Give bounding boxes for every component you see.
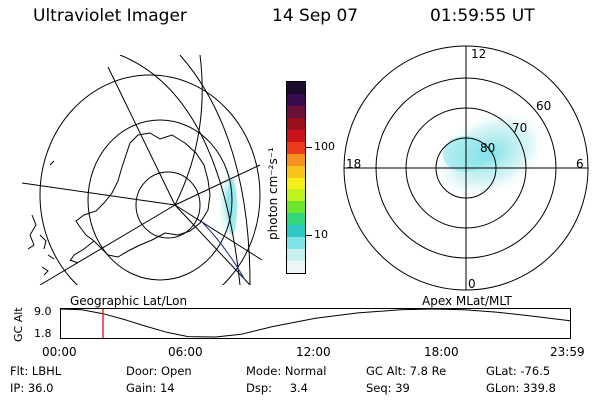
mlt-label-6: 6 [576, 157, 584, 171]
colorbar-band [287, 141, 305, 154]
island-coast [69, 259, 79, 264]
magnetic-map: 12 6 0 18 60 70 80 [343, 45, 589, 291]
colorbar-tick-label: 10 [314, 228, 328, 241]
time-tick: 18:00 [424, 345, 459, 359]
image-time: 01:59:55 UT [430, 6, 535, 26]
latitude-circle [87, 119, 233, 281]
blue-meridian [199, 219, 246, 281]
colorbar-band [287, 201, 305, 214]
mode-value: Normal [284, 364, 327, 378]
colorbar-band [287, 105, 305, 118]
colorbar-band [287, 189, 305, 202]
geographic-map [22, 55, 263, 285]
glon-value: 339.8 [522, 381, 556, 395]
mlt-label-18: 18 [346, 157, 361, 171]
longitude-line [119, 55, 241, 285]
mlat-label-70: 70 [512, 121, 527, 135]
seq-label: Seq: [366, 381, 392, 395]
colorbar-band [287, 153, 305, 166]
longitude-line [179, 55, 251, 285]
colorbar-band [287, 129, 305, 142]
colorbar-band [287, 225, 305, 238]
glon-label: GLon: [486, 381, 520, 395]
instrument-title: Ultraviolet Imager [33, 6, 187, 26]
south-america-coast [27, 214, 37, 250]
colorbar [286, 81, 306, 274]
dsp-label: Dsp: [246, 381, 273, 395]
colorbar-tick [306, 235, 312, 236]
longitude-line [22, 182, 176, 206]
mlat-label-60: 60 [536, 99, 551, 113]
seq-value: 39 [395, 381, 410, 395]
altitude-curve [60, 308, 571, 338]
time-tick: 23:59 [550, 345, 585, 359]
colorbar-band [287, 165, 305, 178]
island-coast [47, 254, 55, 260]
colorbar-band [287, 117, 305, 130]
gain-value: 14 [159, 381, 175, 395]
mlat-label-80: 80 [480, 141, 495, 155]
colorbar-band [287, 93, 305, 106]
colorbar-band [287, 237, 305, 250]
antarctica-coastline [75, 132, 211, 258]
island-coast [49, 160, 55, 166]
colorbar-tick [306, 147, 312, 148]
gcalt-value: 7.8 Re [409, 364, 447, 378]
colorbar-title: photon cm⁻²s⁻¹ [266, 147, 280, 240]
altitude-plot [60, 308, 571, 339]
altitude-ytick: 1.8 [34, 327, 52, 340]
magnetic-map-label: Apex MLat/MLT [422, 294, 512, 308]
aurora-oval [435, 111, 545, 197]
colorbar-band [287, 213, 305, 226]
island-coast [41, 266, 49, 276]
latitude-circle [135, 171, 201, 239]
altitude-axis-label: GC Alt [12, 307, 25, 342]
image-date: 14 Sep 07 [272, 6, 359, 26]
mlt-label-0: 0 [468, 277, 476, 291]
longitude-line [174, 204, 263, 261]
door-value: Open [160, 364, 192, 378]
longitude-line [39, 204, 176, 285]
time-tick: 06:00 [168, 345, 203, 359]
dsp-value: 3.4 [289, 381, 308, 395]
colorbar-tick-label: 100 [314, 140, 335, 153]
longitude-line [174, 55, 203, 206]
colorbar-band [287, 177, 305, 190]
ip-value: 36.0 [27, 381, 54, 395]
filter-label: Flt: [10, 364, 29, 378]
door-label: Door: [126, 364, 158, 378]
gain-label: Gain: [126, 381, 157, 395]
filter-value: LBHL [31, 364, 62, 378]
peninsula-coast [69, 240, 95, 262]
time-tick: 12:00 [296, 345, 331, 359]
altitude-ytick: 9.0 [34, 305, 52, 318]
glat-value: -76.5 [520, 364, 551, 378]
colorbar-band [287, 249, 305, 262]
colorbar-band [287, 82, 305, 94]
longitude-line [107, 66, 176, 206]
glat-label: GLat: [486, 364, 517, 378]
colorbar-band [287, 261, 305, 273]
latitude-circle [39, 74, 261, 285]
mode-label: Mode: [246, 364, 282, 378]
gcalt-label: GC Alt: [366, 364, 407, 378]
altitude-plot-frame [60, 308, 571, 339]
geographic-map-label: Geographic Lat/Lon [70, 294, 188, 308]
ip-label: IP: [10, 381, 25, 395]
longitude-line [174, 204, 251, 285]
time-tick: 00:00 [42, 345, 77, 359]
longitude-line [174, 164, 261, 206]
island-coast [39, 234, 47, 250]
mlt-label-12: 12 [471, 47, 486, 61]
